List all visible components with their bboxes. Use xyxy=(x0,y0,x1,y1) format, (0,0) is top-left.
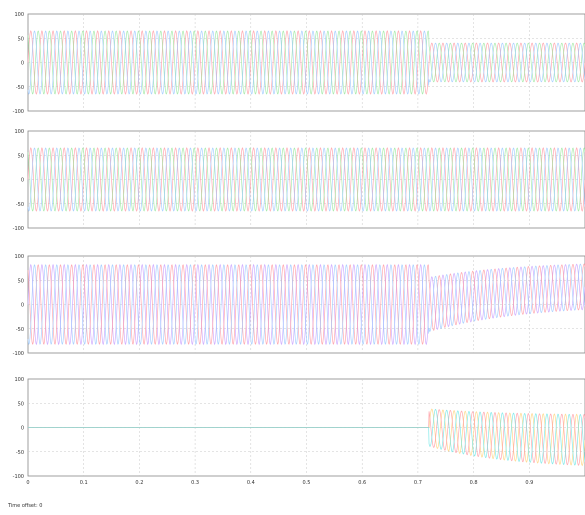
panel-3-series-3 xyxy=(27,263,585,345)
panel-3-ytick-label: -50 xyxy=(16,327,24,333)
panel-1-ytick-label: 50 xyxy=(18,36,24,42)
panel-4-ytick-label: -100 xyxy=(13,474,24,480)
panel-3-ytick-label: 0 xyxy=(21,303,24,309)
panel-1-ytick-label: -100 xyxy=(13,109,24,115)
panel-4-xtick-label: 0.5 xyxy=(303,480,311,486)
time-offset-label: Time offset: 0 xyxy=(8,503,43,509)
panel-4-xtick-label: 0.2 xyxy=(135,480,143,486)
panel-4-xtick-label: 0.8 xyxy=(470,480,478,486)
panel-4-series-3 xyxy=(28,408,585,466)
panel-1-ytick-label: 0 xyxy=(21,61,24,67)
panel-2-ytick-label: 100 xyxy=(14,129,24,135)
panel-1-series-1 xyxy=(27,30,585,95)
panel-3-series-1 xyxy=(27,263,585,346)
panel-4-xtick-label: 0.1 xyxy=(80,480,88,486)
panel-2-series-1 xyxy=(27,147,585,212)
panel-1-series-2 xyxy=(27,30,585,95)
panel-2-series-3 xyxy=(27,147,585,212)
panel-4-xtick-label: 0.3 xyxy=(191,480,199,486)
panel-4-ytick-label: 50 xyxy=(18,401,24,407)
panel-2-ytick-label: 50 xyxy=(18,153,24,159)
panel-1-ytick-label: -50 xyxy=(16,85,24,91)
panel-4-xtick-label: 0.6 xyxy=(358,480,366,486)
panel-4-xtick-label: 0.9 xyxy=(525,480,533,486)
panel-2-series-2 xyxy=(27,147,585,212)
panel-3-series-2 xyxy=(27,263,585,345)
panel-4-xtick-label: 0.7 xyxy=(414,480,422,486)
panel-4-xtick-label: 0.4 xyxy=(247,480,255,486)
panel-4-ytick-label: 100 xyxy=(14,377,24,383)
panel-3-ytick-label: 50 xyxy=(18,278,24,284)
panel-4-ytick-label: -50 xyxy=(16,450,24,456)
panel-2-ytick-label: -50 xyxy=(16,202,24,208)
panel-2-ytick-label: 0 xyxy=(21,178,24,184)
panel-2-ytick-label: -100 xyxy=(13,226,24,232)
panel-4-ytick-label: 0 xyxy=(21,426,24,432)
panel-1-ytick-label: 100 xyxy=(14,12,24,18)
panel-1-series-3 xyxy=(27,30,585,95)
panel-3-ytick-label: -100 xyxy=(13,351,24,357)
panel-3-ytick-label: 100 xyxy=(14,254,24,260)
panel-4-xtick-label: 0 xyxy=(26,480,29,486)
